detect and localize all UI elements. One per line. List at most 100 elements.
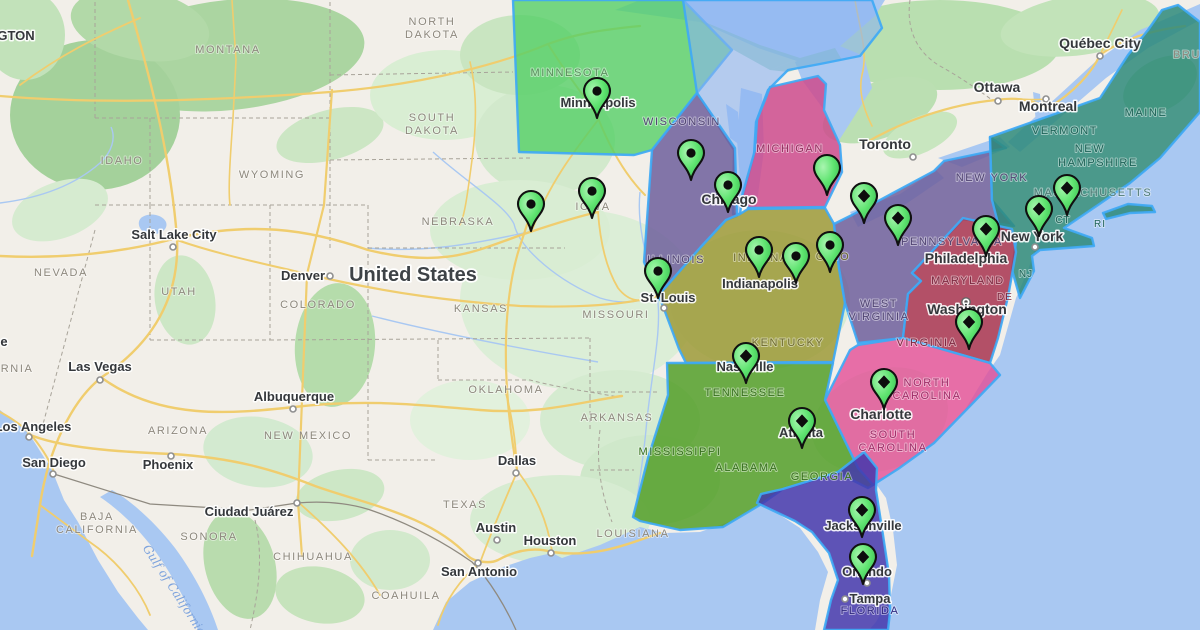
pin-diamond-marker-icon (857, 189, 871, 203)
state-label-wisconsin-28: WISCONSIN (643, 116, 721, 128)
state-label-nj-41: NJ (1019, 269, 1033, 280)
water-body (433, 505, 828, 630)
map-pin-chicago[interactable] (713, 170, 743, 214)
state-border (438, 379, 619, 398)
state-label-carolina-54: CAROLINA (892, 390, 961, 402)
city-label-houston: Houston (524, 533, 577, 548)
state-label-florida-57: FLORIDA (841, 605, 900, 617)
state-label-louisiana-18: LOUISIANA (596, 528, 669, 540)
terrain-patch (12, 178, 108, 242)
map-pin-charlotte[interactable] (869, 367, 899, 411)
pin-body (787, 406, 817, 450)
state-label-ri-48: RI (1094, 219, 1106, 230)
pin-diamond-marker-icon (739, 349, 753, 363)
map-pin-boston[interactable] (1052, 173, 1082, 217)
border-layer (41, 0, 993, 630)
map-pin-michigan[interactable] (812, 153, 842, 197)
state-label-wyoming-6: WYOMING (239, 169, 305, 181)
city-dot-salt-lake-city (169, 243, 177, 251)
road (0, 210, 600, 260)
pin-body (971, 214, 1001, 258)
map-pin-cleveland[interactable] (883, 203, 913, 247)
state-label-south-3: SOUTH (409, 112, 456, 124)
city-label-qu-bec-city: Québec City (1059, 35, 1141, 51)
state-label-de-40: DE (997, 292, 1013, 303)
state-label-maryland-39: MARYLAND (931, 275, 1005, 287)
state-label-baja-19: BAJA (80, 511, 114, 523)
state-label-ct-47: CT (1055, 215, 1070, 226)
city-dot-st-louis (660, 304, 668, 312)
map-pin-des-moines[interactable] (577, 176, 607, 220)
city-dot-denver (326, 272, 334, 280)
state-border (329, 71, 514, 76)
state-label-virginia-37: VIRGINIA (848, 311, 909, 323)
road (597, 211, 658, 302)
state-label-georgia-52: GEORGIA (791, 471, 854, 483)
city-dot-albuquerque (289, 405, 297, 413)
map-pin-indianapolis[interactable] (744, 235, 774, 279)
pin-body (848, 542, 878, 586)
state-label-utah-9: UTAH (161, 286, 197, 298)
city-label-philadelphia: Philadelphia (925, 250, 1008, 266)
pin-diamond-marker-icon (979, 222, 993, 236)
city-label-los-angeles: Los Angeles (0, 419, 71, 434)
state-border (329, 157, 531, 161)
map-pin-orlando[interactable] (848, 542, 878, 586)
road (305, 272, 660, 308)
city-dot-san-diego (49, 470, 57, 478)
pin-body (731, 341, 761, 385)
map-pin-cincinnati[interactable] (781, 241, 811, 285)
terrain-patch (294, 283, 376, 407)
pin-body (954, 307, 984, 351)
state-label-dakota-2: DAKOTA (405, 29, 459, 41)
terrain-patch (430, 180, 610, 280)
road (459, 61, 477, 226)
state-label-montana-0: MONTANA (195, 44, 260, 56)
map-pin-columbus[interactable] (815, 230, 845, 274)
territory-florida[interactable] (755, 450, 892, 630)
map-pin-philadelphia[interactable] (971, 214, 1001, 258)
city-dot-phoenix (167, 452, 175, 460)
country-label: United States (349, 264, 477, 286)
state-border (249, 519, 260, 630)
territory-cape-cod[interactable] (1101, 202, 1157, 221)
city-label-layer: Salt Lake City Denver Las Vegas Los Angeles… (0, 27, 1143, 608)
pin-circle-marker-icon (791, 251, 801, 261)
road (39, 504, 151, 616)
state-label-hampshire-44: HAMPSHIRE (1058, 157, 1138, 169)
city-label-indianapolis: Indianapolis (722, 276, 798, 291)
map-pin-new-york[interactable] (1024, 194, 1054, 238)
pin-body (847, 495, 877, 539)
city-dot-ottawa (994, 97, 1002, 105)
state-label-new-43: NEW (1075, 143, 1105, 155)
map-pin-minneapolis[interactable] (582, 76, 612, 120)
pin-body (1024, 194, 1054, 238)
state-label-arizona-15: ARIZONA (148, 425, 208, 437)
territory-carolinas[interactable] (823, 336, 1002, 487)
water-body (138, 214, 167, 235)
map-pin-washington[interactable] (954, 307, 984, 351)
city-dot-montreal (1042, 95, 1050, 103)
city-dot-los-angeles (25, 433, 33, 441)
map-pin-nashville[interactable] (731, 341, 761, 385)
pin-circle-marker-icon (592, 86, 602, 96)
state-label-new-mexico-16: NEW MEXICO (264, 430, 352, 442)
city-label-san-diego: San Diego (22, 455, 86, 470)
map-pin-omaha[interactable] (516, 189, 546, 233)
city-label-dallas: Dallas (498, 453, 536, 468)
map-pin-jacksonville[interactable] (847, 495, 877, 539)
pin-body (781, 241, 811, 285)
map-pin-detroit[interactable] (849, 181, 879, 225)
map-pin-madison[interactable] (676, 138, 706, 182)
state-label-maine-45: MAINE (1125, 107, 1168, 119)
pin-diamond-marker-icon (877, 375, 891, 389)
road (1099, 9, 1123, 56)
road (100, 376, 624, 414)
state-label-texas-17: TEXAS (443, 499, 487, 511)
state-label-alabama-51: ALABAMA (715, 462, 778, 474)
state-label-dakota-4: DAKOTA (405, 125, 459, 137)
map-pin-st-louis[interactable] (643, 256, 673, 300)
pin-circle-marker-icon (653, 266, 663, 276)
map-pin-atlanta[interactable] (787, 406, 817, 450)
